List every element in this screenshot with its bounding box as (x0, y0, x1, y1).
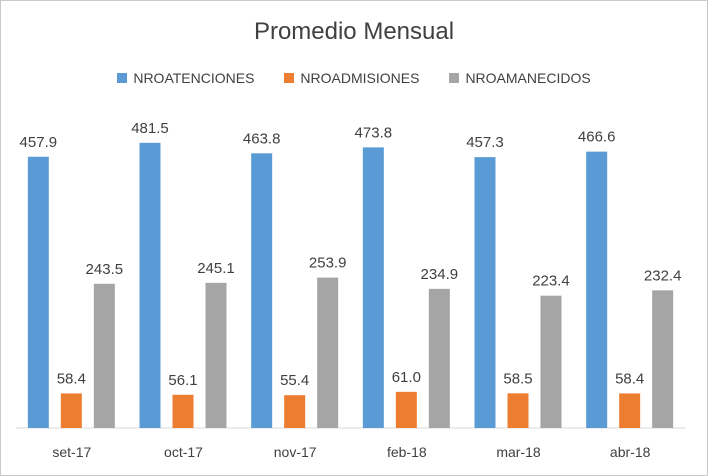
data-label-nroatenciones-abr-18: 466.6 (578, 129, 616, 146)
x-tick-label-abr-18: abr-18 (610, 444, 651, 460)
data-label-nroamanecidos-set-17: 243.5 (86, 261, 124, 278)
data-label-nroamanecidos-feb-18: 234.9 (421, 266, 459, 283)
data-label-nroatenciones-set-17: 457.9 (20, 134, 58, 151)
legend-item-admisiones: NROADMISIONES (284, 70, 419, 86)
legend-item-atenciones: NROATENCIONES (117, 70, 254, 86)
data-label-nroadmisiones-feb-18: 61.0 (392, 369, 421, 386)
data-label-nroatenciones-mar-18: 457.3 (466, 134, 504, 151)
x-tick-label-mar-18: mar-18 (496, 444, 541, 460)
bar-nroatenciones-feb-18 (362, 147, 384, 428)
bar-nroamanecidos-abr-18 (652, 290, 674, 428)
x-tick-label-oct-17: oct-17 (164, 444, 203, 460)
legend-swatch-admisiones (284, 73, 295, 83)
bar-nroatenciones-nov-17 (251, 153, 273, 428)
legend-item-amanecidos: NROAMANECIDOS (449, 70, 591, 86)
data-label-nroamanecidos-nov-17: 253.9 (309, 255, 347, 272)
data-label-nroadmisiones-oct-17: 56.1 (168, 372, 197, 389)
x-tick-label-feb-18: feb-18 (387, 444, 427, 460)
legend-label-amanecidos: NROAMANECIDOS (465, 70, 591, 86)
bar-nroadmisiones-nov-17 (284, 395, 306, 428)
x-tick-label-set-17: set-17 (52, 444, 91, 460)
bar-nroamanecidos-set-17 (93, 283, 115, 428)
bar-nroadmisiones-feb-18 (395, 391, 417, 428)
legend-swatch-atenciones (117, 73, 128, 83)
data-label-nroadmisiones-set-17: 58.4 (57, 370, 86, 387)
legend: NROATENCIONES NROADMISIONES NROAMANECIDO… (0, 70, 708, 86)
x-tick-label-nov-17: nov-17 (274, 444, 317, 460)
legend-label-atenciones: NROATENCIONES (133, 70, 255, 86)
bar-nroadmisiones-set-17 (60, 393, 82, 428)
chart-title: Promedio Mensual (253, 18, 455, 45)
data-label-nroadmisiones-mar-18: 58.5 (503, 370, 532, 387)
data-label-nroamanecidos-oct-17: 245.1 (197, 260, 235, 277)
data-label-nroamanecidos-abr-18: 232.4 (644, 267, 682, 284)
legend-swatch-amanecidos (449, 73, 460, 83)
data-label-nroatenciones-feb-18: 473.8 (355, 124, 393, 141)
bar-nroatenciones-set-17 (27, 156, 49, 429)
data-label-nroadmisiones-abr-18: 58.4 (615, 370, 644, 387)
legend-label-admisiones: NROADMISIONES (300, 70, 420, 86)
bar-nroamanecidos-nov-17 (317, 277, 339, 428)
data-label-nroatenciones-oct-17: 481.5 (131, 120, 169, 137)
bar-nroadmisiones-mar-18 (507, 393, 529, 428)
bar-nroadmisiones-abr-18 (619, 393, 641, 428)
bar-nroatenciones-abr-18 (586, 151, 608, 429)
bar-nroatenciones-mar-18 (474, 157, 496, 428)
bar-nroamanecidos-feb-18 (428, 288, 450, 428)
data-label-nroatenciones-nov-17: 463.8 (243, 130, 281, 147)
data-label-nroadmisiones-nov-17: 55.4 (280, 372, 309, 389)
data-label-nroamanecidos-mar-18: 223.4 (532, 273, 570, 290)
bar-nroamanecidos-oct-17 (205, 282, 227, 428)
bar-nroatenciones-oct-17 (139, 142, 161, 429)
bar-nroadmisiones-oct-17 (172, 394, 194, 428)
bar-nroamanecidos-mar-18 (540, 295, 562, 428)
